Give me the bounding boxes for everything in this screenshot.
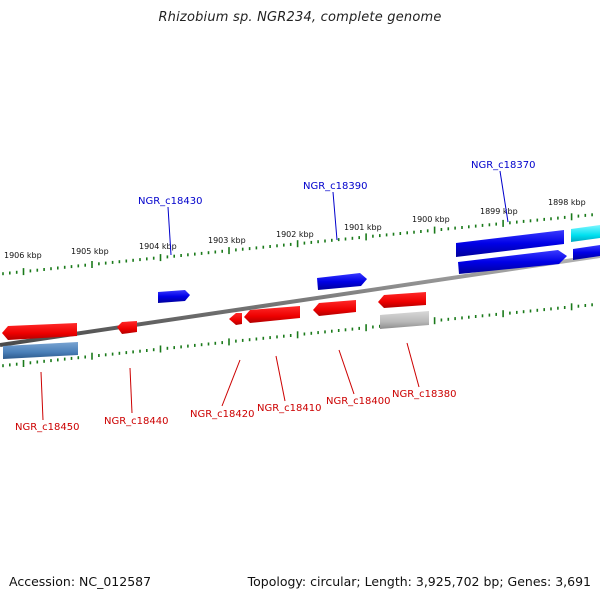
gene-ngr-c18370-upper[interactable] — [456, 230, 564, 257]
topology-text: Topology: circular; Length: 3,925,702 bp… — [247, 574, 591, 589]
reverse-genes — [2, 292, 429, 359]
gene-ngr-c18400[interactable] — [313, 300, 356, 316]
gene-labels: NGR_c18430 NGR_c18390 NGR_c18370 NGR_c18… — [15, 160, 536, 433]
label-ngr-c18390[interactable]: NGR_c18390 — [303, 181, 368, 192]
tick-label-1904: 1904 kbp — [139, 242, 177, 251]
tick-label-1898: 1898 kbp — [548, 198, 586, 207]
outer-scale-ticks — [2, 213, 593, 276]
scale-labels: 1906 kbp 1905 kbp 1904 kbp 1903 kbp 1902… — [4, 198, 586, 260]
gene-ngr-c18390[interactable] — [317, 273, 367, 290]
callout-lines — [40, 170, 509, 421]
label-ngr-c18430[interactable]: NGR_c18430 — [138, 196, 203, 207]
tick-label-1903: 1903 kbp — [208, 236, 246, 245]
callout-line-ngr-c18420 — [221, 359, 241, 407]
gene-blue-partial[interactable] — [573, 245, 600, 260]
accession-text: Accession: NC_012587 — [9, 574, 152, 589]
gene-ngr-c18420[interactable] — [229, 313, 242, 325]
gene-cyan-partial[interactable] — [571, 225, 600, 242]
label-ngr-c18420[interactable]: NGR_c18420 — [190, 409, 255, 420]
tick-label-1900: 1900 kbp — [412, 215, 450, 224]
genome-backbone — [0, 254, 600, 347]
label-ngr-c18410[interactable]: NGR_c18410 — [257, 403, 322, 414]
label-ngr-c18450[interactable]: NGR_c18450 — [15, 422, 80, 433]
tick-label-1899: 1899 kbp — [480, 207, 518, 216]
genome-title: Rhizobium sp. NGR234, complete genome — [158, 10, 442, 25]
gene-ngr-c18410[interactable] — [244, 306, 300, 323]
gene-ngr-c18370-lower[interactable] — [458, 250, 567, 274]
gene-ngr-c18380[interactable] — [378, 292, 426, 308]
gene-ngr-c18450[interactable] — [2, 323, 77, 340]
gene-ngr-c18380-gray[interactable] — [380, 311, 429, 329]
tick-label-1906: 1906 kbp — [4, 251, 42, 260]
callout-line-ngr-c18400 — [338, 349, 355, 395]
forward-genes — [158, 225, 600, 303]
tick-label-1902: 1902 kbp — [276, 230, 314, 239]
label-ngr-c18370[interactable]: NGR_c18370 — [471, 160, 536, 171]
gene-ngr-c18440[interactable] — [117, 321, 137, 334]
callout-line-ngr-c18440 — [129, 367, 133, 414]
label-ngr-c18440[interactable]: NGR_c18440 — [104, 416, 169, 427]
tick-label-1905: 1905 kbp — [71, 247, 109, 256]
tick-label-1901: 1901 kbp — [344, 223, 382, 232]
callout-line-ngr-c18390 — [332, 191, 338, 241]
callout-line-ngr-c18430 — [167, 206, 172, 256]
callout-line-ngr-c18370 — [499, 170, 509, 223]
callout-line-ngr-c18450 — [40, 371, 44, 421]
label-ngr-c18380[interactable]: NGR_c18380 — [392, 389, 457, 400]
label-ngr-c18400[interactable]: NGR_c18400 — [326, 396, 391, 407]
gene-ngr-c18430[interactable] — [158, 290, 190, 303]
callout-line-ngr-c18380 — [406, 342, 420, 388]
callout-line-ngr-c18410 — [275, 355, 286, 402]
gene-ngr-c18450-steel[interactable] — [3, 342, 78, 359]
